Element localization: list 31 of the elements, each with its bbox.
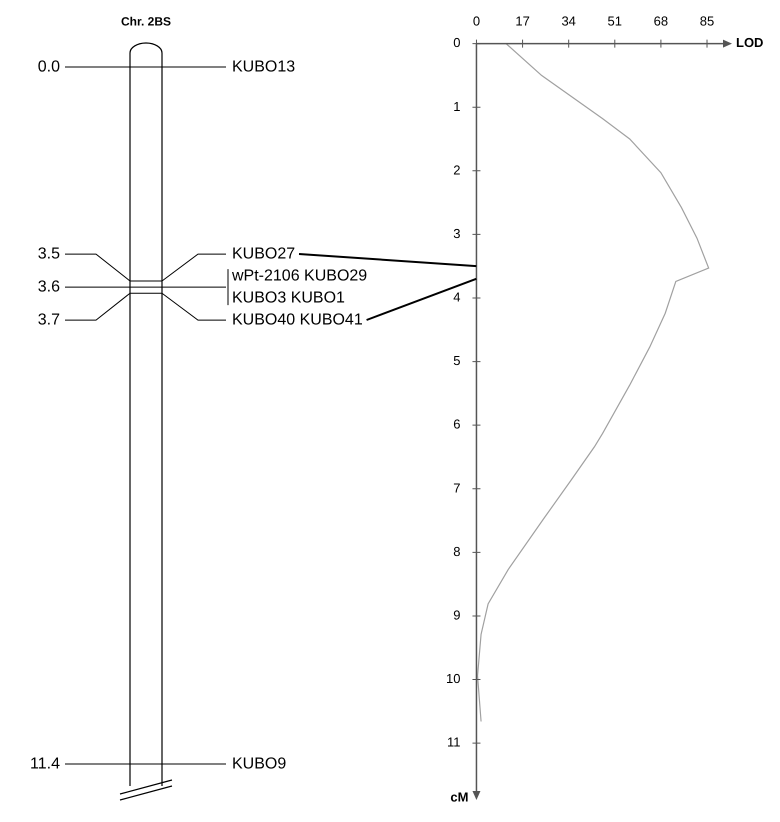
y-tick-label: 3	[453, 226, 460, 241]
category-label: KUBO9	[232, 755, 286, 772]
x-tick-label: 85	[700, 13, 714, 28]
x-tick-label: 68	[654, 13, 668, 28]
x-tick-label: 0	[472, 13, 480, 28]
data-label: 3.5	[38, 246, 60, 263]
y-tick-label: 9	[453, 608, 460, 623]
data-label: 0.0	[38, 58, 60, 76]
x-axis-title: LOD	[736, 35, 764, 50]
data-label: 11.4	[30, 755, 60, 772]
y-tick-label: 4	[453, 290, 460, 305]
x-tick-label: 17	[515, 13, 530, 28]
y-tick-label: 7	[453, 480, 460, 496]
y-tick-label: 6	[453, 416, 460, 432]
y-tick-label: 5	[453, 353, 460, 368]
category-label: KUBO13	[232, 58, 296, 76]
category-label: wPt-2106 KUBO29 KUBO3 KUBO1	[231, 268, 368, 307]
x-tick-label: 34	[561, 13, 576, 28]
category-label: KUBO27	[232, 246, 296, 263]
y-tick-label: 8	[453, 544, 460, 559]
category-label: KUBO40 KUBO41	[232, 312, 363, 329]
y-tick-label: 10	[446, 671, 460, 686]
data-label: 3.7	[38, 312, 60, 329]
y-axis-title: cM	[450, 790, 468, 805]
y-tick-label: 11	[446, 734, 460, 750]
y-tick-label: 1	[453, 98, 460, 114]
text: Chr. 2BS	[120, 14, 172, 28]
data-label: 3.6	[38, 278, 60, 296]
y-tick-label: 2	[453, 162, 460, 178]
y-tick-label: 0	[453, 35, 460, 50]
x-tick-label: 51	[608, 13, 622, 28]
